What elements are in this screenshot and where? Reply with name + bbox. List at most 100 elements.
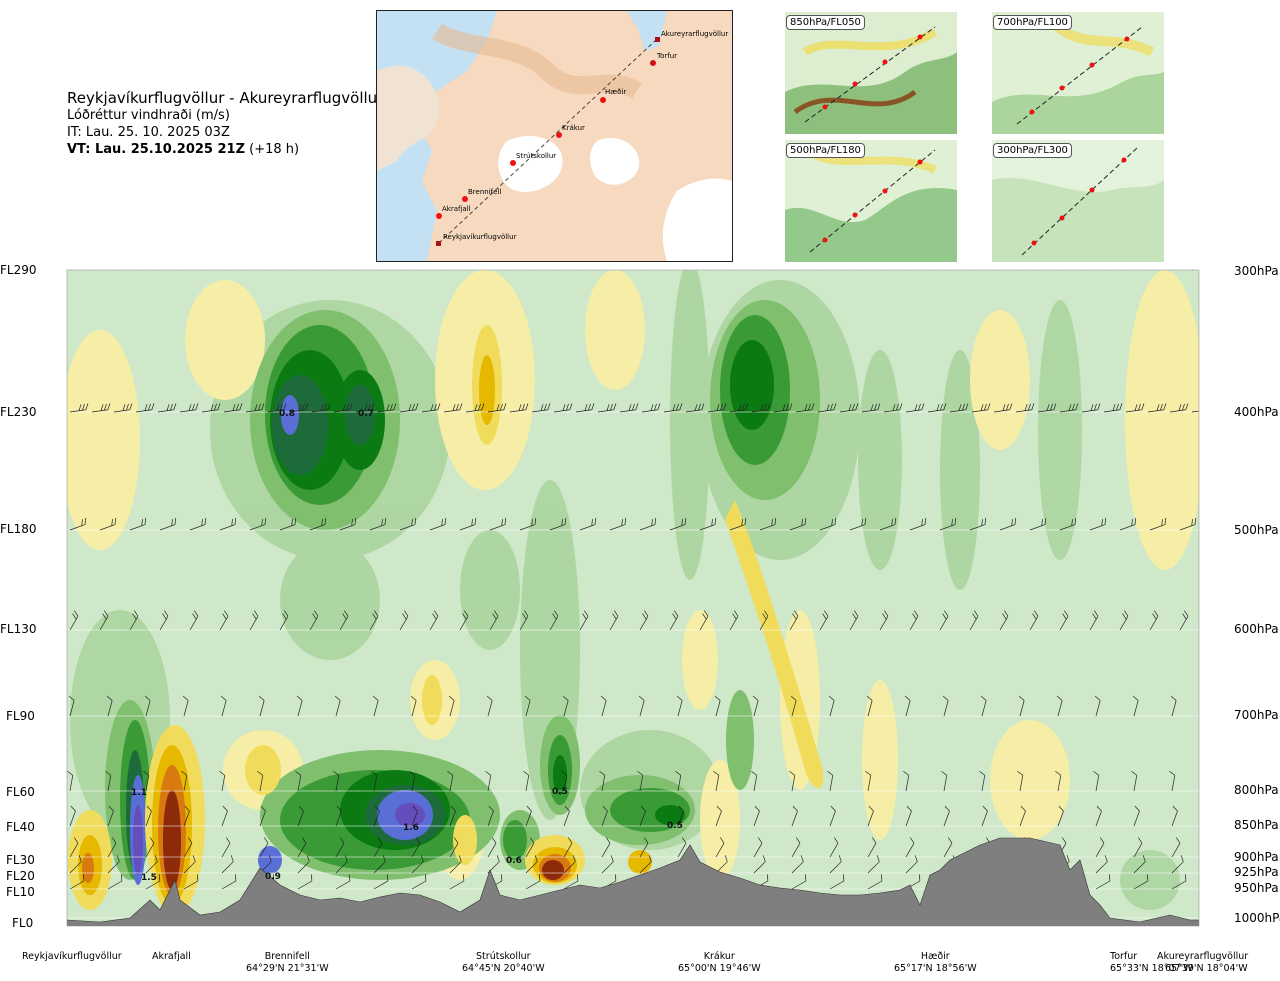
terrain xyxy=(67,837,1199,926)
wind-barb xyxy=(143,770,150,792)
wind-barb xyxy=(827,770,834,792)
wind-barb xyxy=(183,874,199,890)
wind-barb xyxy=(829,855,842,874)
wind-barb xyxy=(99,517,117,531)
pressure-label: 950hPa xyxy=(1234,881,1279,895)
wind-barb xyxy=(1179,610,1189,631)
mini-map-850: 850hPa/FL050 xyxy=(785,12,957,134)
wind-barb xyxy=(267,270,284,271)
wind-barb xyxy=(729,517,747,531)
wind-barb xyxy=(791,837,801,858)
wind-barb xyxy=(979,770,986,792)
wind-barb xyxy=(296,695,303,717)
wind-barb xyxy=(1171,805,1178,827)
wind-barb xyxy=(969,610,979,631)
wind-barb xyxy=(861,403,881,413)
wind-barb xyxy=(223,270,240,271)
wind-barb xyxy=(181,770,188,792)
wind-barb xyxy=(339,610,349,631)
wind-barb xyxy=(449,837,459,858)
wind-barb xyxy=(1171,874,1187,890)
wind-barb xyxy=(220,695,227,717)
wind-barb xyxy=(677,805,684,827)
wind-barb xyxy=(1132,695,1139,717)
wind-barb xyxy=(99,610,109,631)
wind-barb xyxy=(1191,409,1199,413)
wind-barb xyxy=(91,270,108,271)
wind-barb xyxy=(69,855,82,874)
wind-barb xyxy=(107,874,123,890)
wind-barb xyxy=(189,517,207,531)
wind-barb xyxy=(879,610,889,631)
wind-barb xyxy=(487,805,494,827)
route-map-svg: Akureyrarflugvöllur Torfur Hæðir Krákur … xyxy=(377,11,732,261)
wind-barb xyxy=(249,517,267,531)
station-coord: 65°39'N 18°04'W xyxy=(1165,963,1248,974)
wind-barb xyxy=(334,695,341,717)
wind-barb xyxy=(1119,610,1129,631)
wind-barb xyxy=(751,403,771,413)
wind-barb xyxy=(563,874,579,890)
wind-barb xyxy=(1125,270,1142,271)
wind-barb xyxy=(563,805,570,827)
wind-barb xyxy=(267,403,287,413)
wind-barb xyxy=(309,610,319,631)
wind-barb xyxy=(751,770,758,792)
wind-barb xyxy=(637,770,644,792)
wind-barb xyxy=(524,695,531,717)
wind-barb xyxy=(699,517,717,531)
wind-barb xyxy=(69,837,79,858)
wind-barb xyxy=(145,837,155,858)
wind-barb xyxy=(669,517,687,531)
wind-barb xyxy=(707,270,724,271)
wind-barb xyxy=(866,695,873,717)
pressure-label: 600hPa xyxy=(1234,622,1279,636)
station-label: Krákur 65°00'N 19°46'W xyxy=(678,951,761,975)
wind-barb xyxy=(575,270,592,271)
wind-barb xyxy=(449,855,462,874)
wind-barb xyxy=(221,855,234,874)
wind-barb xyxy=(145,874,161,890)
wind-barb xyxy=(553,270,570,271)
wind-barb xyxy=(69,270,86,271)
wind-barb xyxy=(909,517,927,531)
wind-barb xyxy=(1179,517,1197,531)
wind-barb xyxy=(297,874,313,890)
wind-barb xyxy=(373,855,386,874)
wind-barb xyxy=(1093,770,1100,792)
wind-barbs xyxy=(67,270,1199,890)
station-label: Strútskollur 64°45'N 20°40'W xyxy=(462,951,545,975)
wind-barb xyxy=(677,837,687,858)
wind-barb xyxy=(297,855,310,874)
wind-barb xyxy=(1170,695,1177,717)
wind-barb xyxy=(619,403,639,413)
contour-label: 0.7 xyxy=(358,409,374,419)
wind-barb xyxy=(969,517,987,531)
wind-barb xyxy=(789,517,807,531)
station-name: Akureyrarflugvöllur xyxy=(1157,951,1249,962)
wind-barb xyxy=(399,517,417,531)
wind-barb xyxy=(297,837,307,858)
wind-barb xyxy=(1017,770,1024,792)
wind-barb xyxy=(183,837,193,858)
wind-barb xyxy=(105,770,112,792)
wind-barb xyxy=(135,403,155,413)
wind-barb xyxy=(641,270,658,271)
map-station-label: Akureyrarflugvöllur xyxy=(661,30,728,38)
wind-barb xyxy=(449,805,456,827)
wind-barb xyxy=(817,403,837,413)
station-name: Strútskollur xyxy=(476,951,531,962)
map-station-label: Torfur xyxy=(656,52,677,60)
wind-barb xyxy=(1081,270,1098,271)
wind-barb xyxy=(159,517,177,531)
pressure-label: 500hPa xyxy=(1234,523,1279,537)
wind-barb xyxy=(1089,610,1099,631)
fl-label: FL230 xyxy=(0,405,37,419)
wind-barb xyxy=(639,855,652,874)
wind-barb xyxy=(355,403,375,413)
wind-barb xyxy=(449,874,465,890)
fl-label: FL180 xyxy=(0,522,37,536)
fl-label: FL0 xyxy=(12,916,34,930)
wind-barb xyxy=(447,770,454,792)
wind-barb xyxy=(939,610,949,631)
